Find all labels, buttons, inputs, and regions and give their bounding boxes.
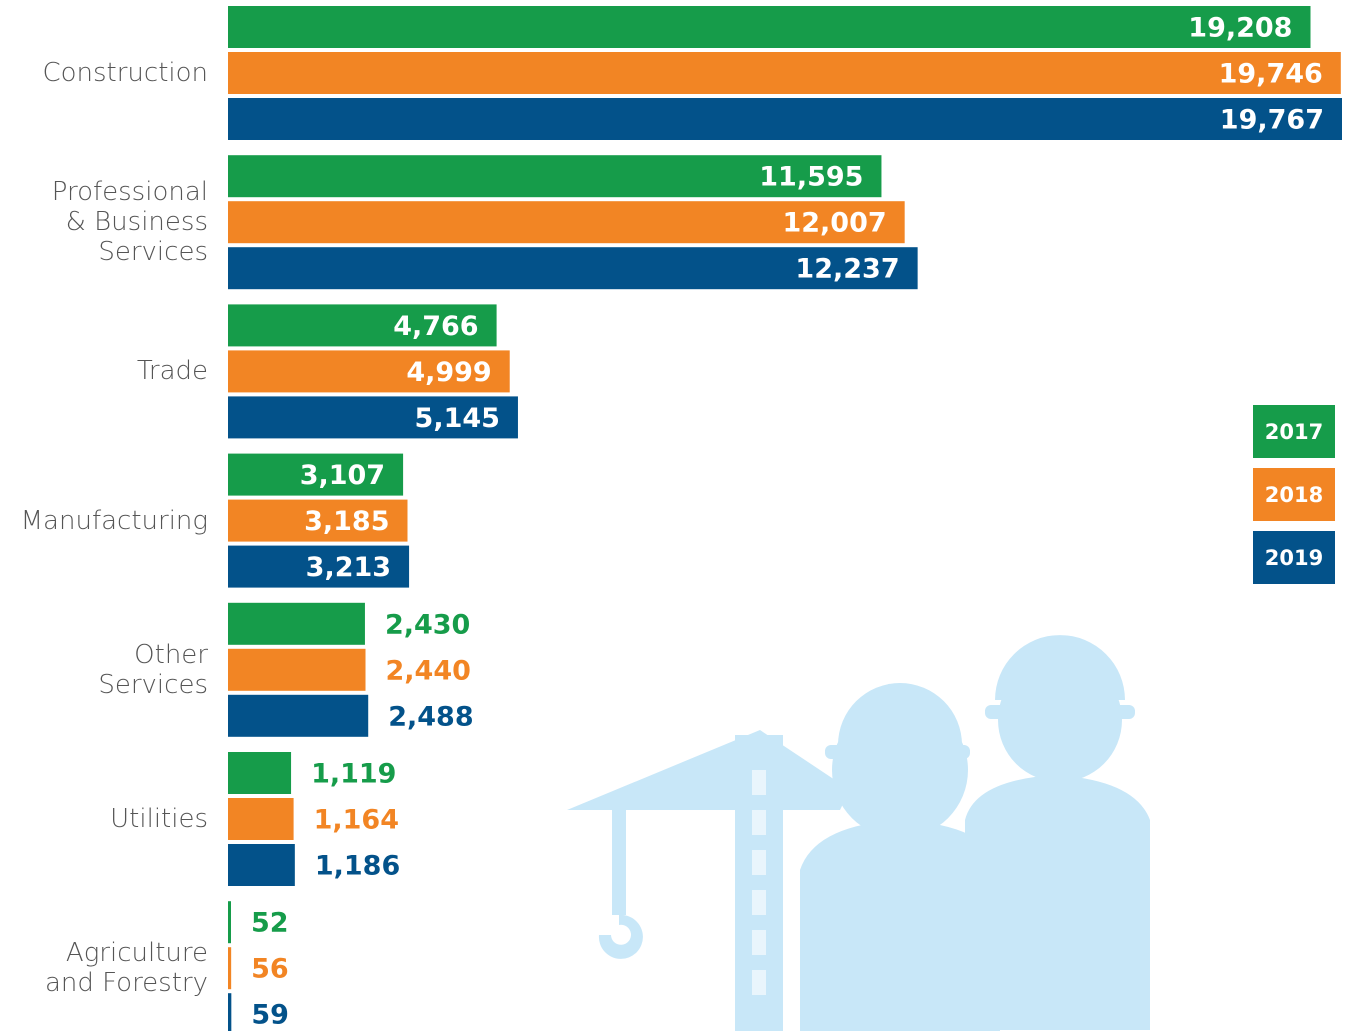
value-label: 1,164	[314, 805, 399, 836]
legend-item: 2019	[1253, 531, 1335, 584]
bar	[228, 52, 1341, 94]
value-label: 59	[251, 1000, 289, 1031]
value-label: 4,766	[393, 311, 478, 342]
value-label: 3,185	[304, 506, 389, 537]
category-label: Trade	[137, 356, 208, 386]
bar	[228, 947, 231, 989]
bar	[228, 98, 1342, 140]
category-label: Manufacturing	[21, 506, 208, 536]
value-label: 5,145	[415, 403, 500, 434]
value-label: 1,186	[315, 851, 400, 882]
bar	[228, 844, 295, 886]
category-label: Utilities	[110, 804, 208, 834]
category-label: Construction	[42, 58, 208, 88]
bar	[228, 752, 291, 794]
value-label: 2,430	[385, 609, 470, 640]
value-label: 12,237	[795, 254, 899, 285]
value-label: 2,440	[386, 655, 471, 686]
value-label: 12,007	[782, 208, 886, 239]
value-label: 3,213	[306, 552, 391, 583]
value-label: 19,767	[1220, 105, 1324, 136]
value-label: 56	[251, 954, 289, 985]
bar	[228, 649, 366, 691]
bar	[228, 901, 231, 943]
value-label: 3,107	[300, 460, 385, 491]
value-label: 4,999	[406, 357, 491, 388]
legend-item: 2017	[1253, 405, 1335, 458]
value-label: 52	[251, 908, 289, 939]
value-label: 2,488	[388, 701, 473, 732]
bars: 19,208 19,746 19,767 11,595 12,007 12,237 4,76…	[228, 6, 1342, 1031]
bar	[228, 6, 1310, 48]
category-label: Agriculture and Forestry	[45, 938, 208, 998]
bar	[228, 695, 368, 737]
chart: 19,208 19,746 19,767 11,595 12,007 12,237 4,76…	[0, 0, 1347, 1031]
value-label: 1,119	[311, 759, 396, 790]
bar	[228, 993, 231, 1031]
legend-item: 2018	[1253, 468, 1335, 521]
category-label: Other Services	[98, 640, 208, 700]
value-label: 11,595	[759, 162, 863, 193]
bar	[228, 603, 365, 645]
illustration	[567, 635, 1150, 1031]
bar	[228, 798, 294, 840]
value-label: 19,746	[1219, 59, 1323, 90]
category-label: Professional & Business Services	[52, 177, 208, 267]
value-label: 19,208	[1188, 13, 1292, 44]
